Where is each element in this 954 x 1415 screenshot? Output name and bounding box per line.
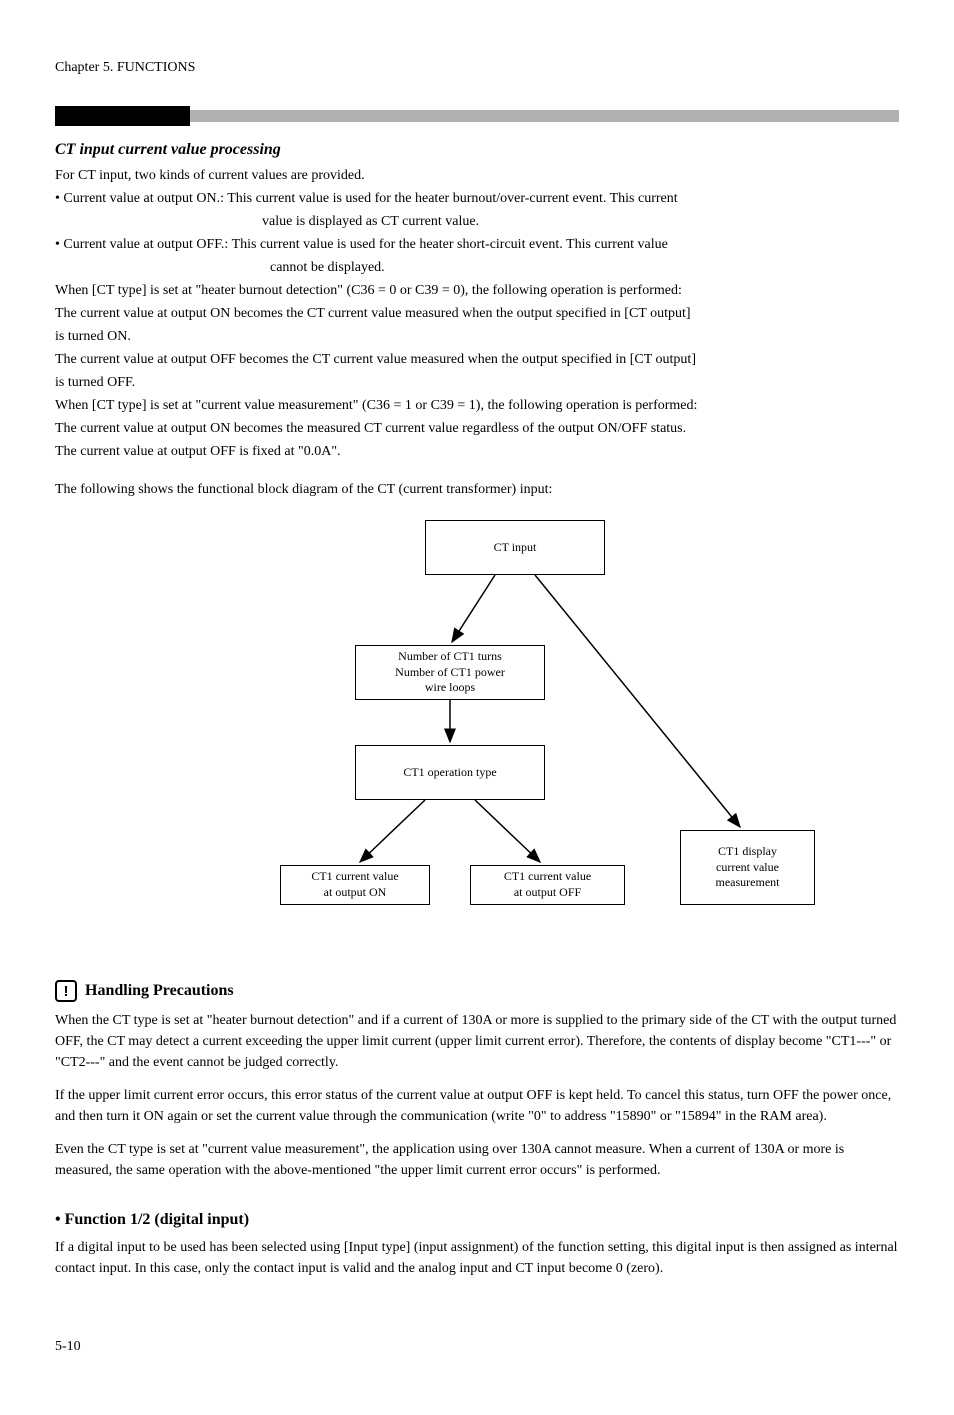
para-3b: cannot be displayed. [55, 257, 899, 278]
diagram-box-mid1: Number of CT1 turnsNumber of CT1 powerwi… [355, 645, 545, 700]
para-9: The current value at output OFF is fixed… [55, 441, 899, 462]
para-1: For CT input, two kinds of current value… [55, 165, 899, 186]
para-6: The current value at output OFF becomes … [55, 349, 899, 370]
para-3: • Current value at output OFF.: This cur… [55, 234, 899, 255]
diagram-box-far-right: CT1 displaycurrent valuemeasurement [680, 830, 815, 905]
handling-p1: When the CT type is set at "heater burno… [55, 1010, 899, 1073]
handling-header: ! Handling Precautions [55, 980, 899, 1002]
handling-p2: If the upper limit current error occurs,… [55, 1085, 899, 1127]
diagram-box-right: CT1 current valueat output OFF [470, 865, 625, 905]
function1-para: If a digital input to be used has been s… [55, 1237, 899, 1279]
bar-black [55, 106, 190, 126]
page-header: Chapter 5. FUNCTIONS [55, 60, 899, 76]
exclaim-icon: ! [55, 980, 77, 1002]
para-7: When [CT type] is set at "current value … [55, 395, 899, 416]
diagram-box-mid2: CT1 operation type [355, 745, 545, 800]
diagram-box-top: CT input [425, 520, 605, 575]
block-diagram: CT input Number of CT1 turnsNumber of CT… [215, 520, 815, 960]
para-5b: is turned ON. [55, 326, 899, 347]
para-5: The current value at output ON becomes t… [55, 303, 899, 324]
para-2b: value is displayed as CT current value. [55, 211, 899, 232]
section-title: CT input current value processing [55, 141, 899, 159]
handling-p3: Even the CT type is set at "current valu… [55, 1139, 899, 1181]
bar-gray [190, 110, 899, 122]
para-10: The following shows the functional block… [55, 479, 899, 500]
function1-heading: • Function 1/2 (digital input) [55, 1211, 899, 1229]
para-2: • Current value at output ON.: This curr… [55, 188, 899, 209]
para-6b: is turned OFF. [55, 372, 899, 393]
section-bar [55, 106, 899, 126]
para-4: When [CT type] is set at "heater burnout… [55, 280, 899, 301]
handling-title: Handling Precautions [85, 982, 234, 1000]
page-number: 5-10 [55, 1339, 899, 1355]
handling-section: ! Handling Precautions When the CT type … [55, 980, 899, 1181]
diagram-box-left: CT1 current valueat output ON [280, 865, 430, 905]
para-8: The current value at output ON becomes t… [55, 418, 899, 439]
